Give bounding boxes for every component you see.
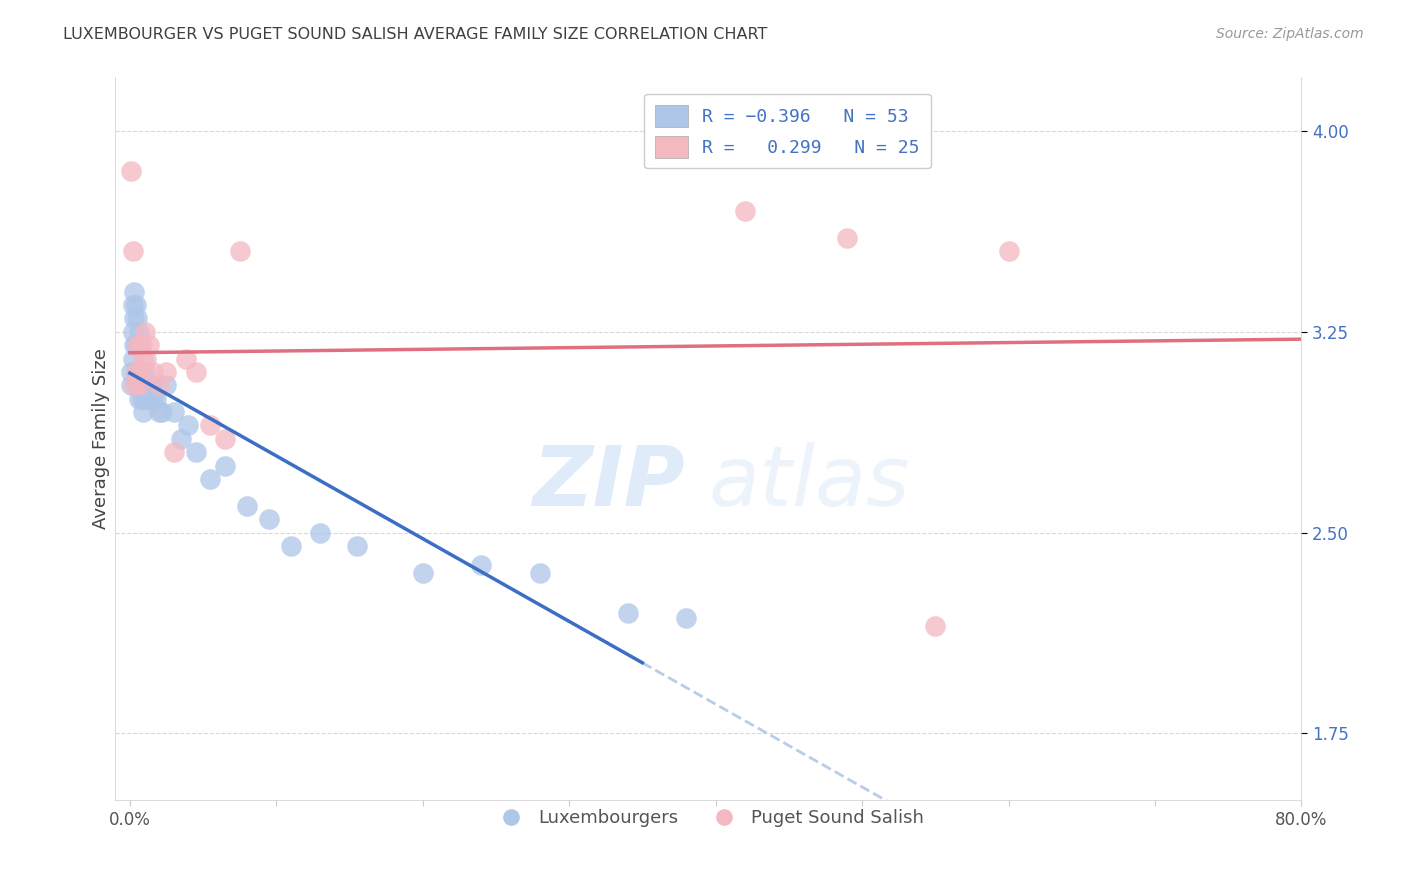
Point xyxy=(121,325,143,339)
Point xyxy=(132,405,155,419)
Point xyxy=(148,378,170,392)
Point xyxy=(236,499,259,513)
Point xyxy=(120,164,142,178)
Point xyxy=(837,231,859,245)
Point xyxy=(121,244,143,259)
Point xyxy=(129,338,152,352)
Point xyxy=(134,365,156,379)
Point xyxy=(127,365,149,379)
Point xyxy=(120,378,142,392)
Point xyxy=(184,445,207,459)
Point xyxy=(150,405,173,419)
Point xyxy=(128,392,150,406)
Point xyxy=(127,378,149,392)
Text: LUXEMBOURGER VS PUGET SOUND SALISH AVERAGE FAMILY SIZE CORRELATION CHART: LUXEMBOURGER VS PUGET SOUND SALISH AVERA… xyxy=(63,27,768,42)
Legend: Luxembourgers, Puget Sound Salish: Luxembourgers, Puget Sound Salish xyxy=(486,802,931,835)
Point xyxy=(121,298,143,312)
Point xyxy=(174,351,197,366)
Point xyxy=(122,378,145,392)
Point xyxy=(257,512,280,526)
Point xyxy=(142,365,165,379)
Point xyxy=(128,365,150,379)
Point xyxy=(132,378,155,392)
Point xyxy=(200,418,222,433)
Point xyxy=(136,392,159,406)
Point xyxy=(529,566,551,580)
Point xyxy=(214,432,236,446)
Point xyxy=(121,351,143,366)
Point xyxy=(309,525,332,540)
Point xyxy=(616,606,638,620)
Point xyxy=(135,378,157,392)
Text: atlas: atlas xyxy=(709,442,910,523)
Point xyxy=(129,365,152,379)
Point xyxy=(163,445,186,459)
Point xyxy=(127,338,149,352)
Point xyxy=(125,365,148,379)
Point xyxy=(125,365,148,379)
Point xyxy=(155,365,177,379)
Text: ZIP: ZIP xyxy=(531,442,685,523)
Point xyxy=(132,351,155,366)
Point xyxy=(346,539,368,553)
Point xyxy=(125,338,148,352)
Point xyxy=(142,392,165,406)
Point xyxy=(128,378,150,392)
Point xyxy=(122,311,145,326)
Point xyxy=(470,558,492,572)
Point xyxy=(120,365,142,379)
Point xyxy=(127,338,149,352)
Point xyxy=(122,338,145,352)
Point xyxy=(134,325,156,339)
Point xyxy=(228,244,250,259)
Point xyxy=(131,338,153,352)
Point xyxy=(122,285,145,299)
Point xyxy=(138,378,160,392)
Point xyxy=(129,365,152,379)
Point xyxy=(184,365,207,379)
Point xyxy=(135,351,157,366)
Point xyxy=(734,204,756,219)
Point xyxy=(412,566,434,580)
Point xyxy=(148,405,170,419)
Point xyxy=(170,432,193,446)
Point xyxy=(924,619,946,633)
Point xyxy=(131,392,153,406)
Point xyxy=(200,472,222,486)
Point xyxy=(131,365,153,379)
Point xyxy=(125,298,148,312)
Point xyxy=(280,539,302,553)
Point xyxy=(141,378,163,392)
Point xyxy=(128,325,150,339)
Point xyxy=(138,338,160,352)
Point xyxy=(145,392,167,406)
Point xyxy=(163,405,186,419)
Point xyxy=(129,378,152,392)
Y-axis label: Average Family Size: Average Family Size xyxy=(93,349,110,529)
Point xyxy=(214,458,236,473)
Point xyxy=(127,311,149,326)
Point xyxy=(134,392,156,406)
Text: Source: ZipAtlas.com: Source: ZipAtlas.com xyxy=(1216,27,1364,41)
Point xyxy=(675,611,697,625)
Point xyxy=(177,418,200,433)
Point xyxy=(139,392,162,406)
Point xyxy=(997,244,1019,259)
Point xyxy=(155,378,177,392)
